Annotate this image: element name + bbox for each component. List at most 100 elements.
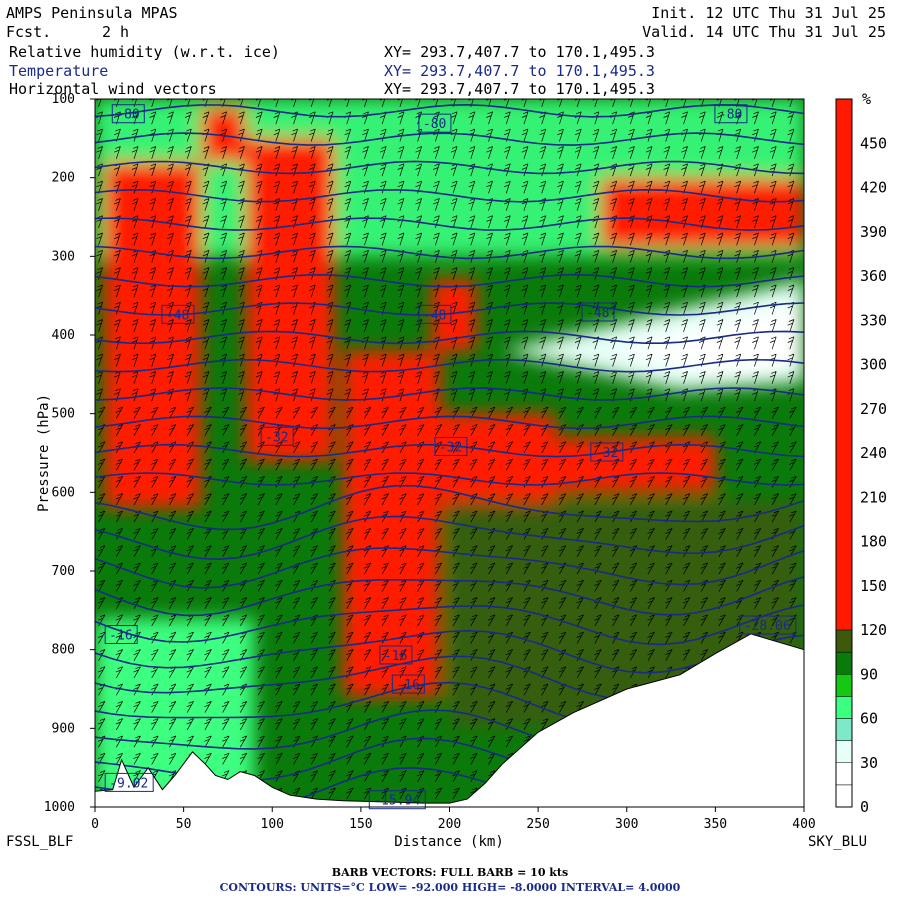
y-tick-label: 1000 xyxy=(44,800,75,815)
contour-label-box xyxy=(434,436,468,456)
temperature-contours xyxy=(95,103,804,807)
temperature-contour-line xyxy=(95,160,804,175)
contour-label: -28.06 xyxy=(744,619,791,634)
contour-label-box xyxy=(260,426,294,446)
colorbar-frame xyxy=(835,98,853,808)
colorbar-swatch xyxy=(835,651,853,675)
contour-label-box xyxy=(418,113,452,133)
colorbar-tick-label: 360 xyxy=(860,267,887,285)
left-endpoint-label: FSSL_BLF xyxy=(6,834,73,850)
rh-moist-region xyxy=(520,437,716,493)
contour-label-box xyxy=(714,104,748,124)
y-tick-label: 500 xyxy=(52,407,75,422)
colorbar-tick-label: 60 xyxy=(860,710,878,728)
contour-label-box xyxy=(161,304,195,324)
x-tick-label: 350 xyxy=(704,817,727,832)
rh-moist-region xyxy=(343,350,441,697)
field-name-rh: Relative humidity (w.r.t. ice) xyxy=(9,43,280,61)
colorbar-tick-label: 450 xyxy=(860,134,887,152)
contour-label-box xyxy=(104,625,138,645)
contour-label-box xyxy=(581,302,615,322)
contour-label-box xyxy=(368,790,426,810)
contour-label: -80 xyxy=(719,108,742,123)
y-axis-label: Pressure (hPa) xyxy=(36,394,52,512)
right-endpoint-label: SKY_BLU xyxy=(808,834,867,850)
temperature-contour-line xyxy=(95,484,804,531)
contour-label: -16 xyxy=(396,678,419,693)
y-tick-label: 700 xyxy=(52,564,75,579)
y-tick-label: 600 xyxy=(52,485,75,500)
contour-label: -16 xyxy=(109,629,132,644)
colorbar-swatch xyxy=(835,784,853,808)
wind-barbs xyxy=(96,99,797,800)
temperature-contour-line xyxy=(95,472,804,486)
contour-label-box xyxy=(739,615,797,635)
contour-label: -9.02 xyxy=(109,776,148,791)
contour-label: -32 xyxy=(439,440,462,455)
temperature-contour-line xyxy=(95,273,804,288)
x-tick-label: 250 xyxy=(526,817,549,832)
colorbar-tick-label: 420 xyxy=(860,179,887,197)
contour-label: -80 xyxy=(423,117,446,132)
contour-label: -48 xyxy=(586,306,609,321)
contour-label-box xyxy=(104,772,154,792)
colorbar-tick-label: 30 xyxy=(860,754,878,772)
colorbar-tick-label: 90 xyxy=(860,665,878,683)
y-tick-label: 200 xyxy=(52,171,75,186)
colorbar-tick-label: 180 xyxy=(860,533,887,551)
temperature-contour-line xyxy=(95,604,804,646)
y-tick-label: 300 xyxy=(52,249,75,264)
model-title: AMPS Peninsula MPAS xyxy=(6,4,178,22)
colorbar-tick-label: 330 xyxy=(860,311,887,329)
x-tick-label: 200 xyxy=(438,817,461,832)
init-time: Init. 12 UTC Thu 31 Jul 25 xyxy=(651,4,886,22)
temperature-contour-line xyxy=(95,515,804,561)
colorbar-swatch xyxy=(835,718,853,741)
colorbar-tick-label: 150 xyxy=(860,577,887,595)
temperature-contour-line xyxy=(95,217,804,231)
colorbar: 0 30 60 90 120 150 180 210 240 270 300 330 360 390 420… xyxy=(835,90,887,816)
colorbar-tick-label: 210 xyxy=(860,488,887,506)
x-axis-label: Distance (km) xyxy=(394,834,504,850)
y-tick-label: 400 xyxy=(52,328,75,343)
colorbar-tick-label: 240 xyxy=(860,444,887,462)
temperature-contour-line xyxy=(95,547,804,589)
x-tick-label: 0 xyxy=(91,817,99,832)
x-tick-label: 100 xyxy=(261,817,284,832)
colorbar-swatch xyxy=(835,762,853,786)
field-name-temp: Temperature xyxy=(9,62,109,80)
temperature-contour-line xyxy=(95,330,804,345)
colorbar-tick-label: 300 xyxy=(860,356,887,374)
contour-label: -80 xyxy=(116,108,139,123)
wind-barb-grid xyxy=(96,99,797,800)
y-tick-label: 100 xyxy=(52,92,75,107)
field-xy-temp: XY= 293.7,407.7 to 170.1,495.3 xyxy=(384,62,655,80)
contour-label-box xyxy=(590,442,624,462)
y-axis: 100 200 300 400 500 600 700 800 900 1000 xyxy=(44,92,95,815)
contour-label-box xyxy=(418,304,452,324)
colorbar-swatch xyxy=(835,629,853,653)
colorbar-swatch xyxy=(835,740,853,763)
rh-moist-region xyxy=(103,161,202,509)
contour-label-box xyxy=(379,645,413,665)
x-axis: 0 50 100 150 200 250 300 350 400 xyxy=(91,807,816,832)
contour-label: -32 xyxy=(595,446,618,461)
colorbar-unit: % xyxy=(862,90,871,108)
x-tick-label: 150 xyxy=(349,817,372,832)
field-xy-wind: XY= 293.7,407.7 to 170.1,495.3 xyxy=(384,80,655,98)
field-name-wind: Horizontal wind vectors xyxy=(9,80,217,98)
fcst-label: Fcst. xyxy=(6,23,52,41)
cross-section-chart: -80 -80 -80 -48 -48 -48 -32 -32 -32 -16 -16 -16 -28.… xyxy=(6,90,887,850)
x-tick-label: 300 xyxy=(615,817,638,832)
terrain xyxy=(94,633,805,808)
temperature-contour-line xyxy=(95,103,804,118)
temperature-contour-line xyxy=(95,443,804,458)
rh-moist-region xyxy=(245,138,335,461)
temperature-contour-line xyxy=(95,302,804,316)
temperature-contour-line xyxy=(95,629,804,674)
fcst-value: 2 h xyxy=(102,23,130,41)
contour-label-box xyxy=(391,674,425,694)
temperature-contour-labels: -80 -80 -80 -48 -48 -48 -32 -32 -32 -16 -16 -16 -28.… xyxy=(104,104,797,810)
temperature-contour-line xyxy=(95,132,804,146)
colorbar-swatch xyxy=(835,696,853,719)
